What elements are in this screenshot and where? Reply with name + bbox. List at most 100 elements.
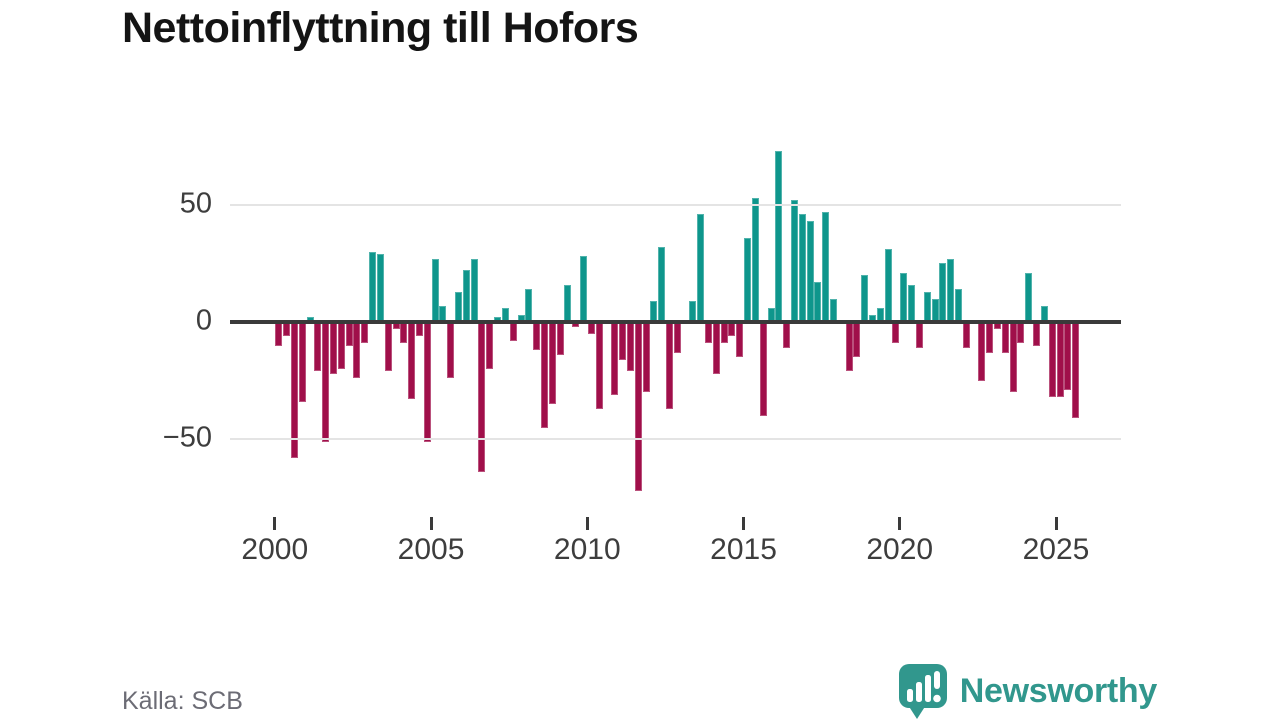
- bar-2020-q4: [923, 291, 931, 322]
- bar-2007-q3: [509, 322, 517, 341]
- bar-2023-q1: [994, 322, 1001, 329]
- bar-2004-q3: [415, 322, 423, 337]
- source-label: Källa: SCB: [122, 687, 243, 715]
- bar-2000-q2: [283, 322, 291, 337]
- bar-2014-q3: [728, 322, 736, 337]
- bar-2016-q1: [775, 150, 783, 322]
- bar-2016-q3: [790, 200, 798, 322]
- bar-2010-q4: [611, 322, 619, 395]
- bar-2010-q1: [587, 322, 595, 334]
- bar-2004-q2: [408, 322, 416, 400]
- bar-2022-q4: [986, 322, 994, 353]
- bar-2019-q1: [869, 315, 876, 322]
- bar-2005-q2: [439, 305, 447, 322]
- bar-2021-q1: [931, 298, 939, 323]
- bar-2000-q4: [298, 322, 306, 402]
- x-axis-tick-2025: [1054, 517, 1058, 530]
- bar-2005-q1: [431, 258, 439, 322]
- bar-2021-q3: [947, 258, 955, 322]
- bar-2000-q1: [275, 322, 283, 346]
- bar-2024-q2: [1033, 322, 1041, 346]
- bar-2003-q1: [369, 251, 376, 322]
- bar-2001-q1: [306, 317, 314, 322]
- bar-2016-q2: [783, 322, 791, 348]
- bar-2009-q3: [572, 322, 580, 327]
- zero-axis-line: [230, 320, 1121, 324]
- bar-2011-q3: [634, 322, 642, 491]
- x-axis-tick-2005: [429, 517, 433, 530]
- x-axis-tick-2010: [585, 517, 589, 530]
- bar-2008-q2: [533, 322, 541, 351]
- bar-2024-q4: [1048, 322, 1056, 397]
- bar-2000-q3: [290, 322, 298, 458]
- bar-2018-q2: [845, 322, 853, 372]
- bar-2006-q1: [462, 270, 470, 322]
- bar-2001-q2: [314, 322, 322, 372]
- bar-2006-q3: [478, 322, 486, 473]
- bar-2004-q1: [400, 322, 408, 344]
- x-axis-label-2005: 2005: [397, 533, 465, 566]
- bar-2010-q2: [595, 322, 603, 409]
- bar-2008-q3: [540, 322, 548, 428]
- bar-2013-q4: [705, 322, 712, 344]
- bar-2015-q2: [751, 197, 759, 322]
- x-axis-tick-2015: [742, 517, 746, 530]
- bar-2002-q3: [353, 322, 361, 379]
- bar-2014-q2: [720, 322, 728, 344]
- x-axis-tick-2000: [273, 517, 277, 530]
- bar-2018-q4: [861, 275, 869, 322]
- bar-2009-q1: [556, 322, 564, 355]
- bar-2017-q3: [822, 211, 830, 322]
- bar-2007-q2: [501, 307, 509, 322]
- gridline-y--50: [230, 438, 1121, 441]
- bar-2011-q1: [619, 322, 626, 360]
- x-axis-label-2025: 2025: [1022, 533, 1090, 566]
- bar-2018-q3: [853, 322, 861, 358]
- newsworthy-logo-text: Newsworthy: [959, 671, 1158, 710]
- y-axis-label-50: 50: [179, 187, 212, 220]
- bar-2011-q2: [626, 322, 634, 372]
- gridline-y-50: [230, 203, 1121, 206]
- bar-2014-q4: [736, 322, 744, 358]
- bar-2017-q4: [830, 298, 837, 323]
- bar-2024-q3: [1040, 305, 1048, 322]
- bar-2007-q1: [494, 317, 501, 322]
- bar-2020-q3: [915, 322, 923, 348]
- bar-2003-q4: [392, 322, 400, 329]
- bar-2021-q2: [939, 263, 947, 322]
- bar-2021-q4: [954, 289, 962, 322]
- bar-2003-q2: [376, 254, 384, 322]
- bar-2022-q3: [978, 322, 986, 381]
- bar-2002-q1: [337, 322, 345, 369]
- bar-2008-q1: [525, 289, 533, 322]
- bar-2011-q4: [642, 322, 650, 393]
- bar-2015-q4: [767, 307, 775, 322]
- bar-2004-q4: [423, 322, 431, 442]
- bar-2012-q3: [665, 322, 673, 409]
- y-axis-label-0: 0: [195, 304, 212, 337]
- x-axis-label-2010: 2010: [553, 533, 621, 566]
- bar-2017-q1: [806, 221, 814, 322]
- x-axis-label-2015: 2015: [710, 533, 777, 566]
- bar-2006-q4: [486, 322, 494, 369]
- x-axis-tick-2020: [898, 517, 902, 530]
- bar-2025-q2: [1064, 322, 1072, 390]
- bar-2012-q1: [650, 300, 658, 322]
- bar-2023-q2: [1001, 322, 1009, 353]
- bar-2019-q2: [876, 307, 884, 322]
- bar-2020-q1: [900, 272, 908, 322]
- bar-2009-q2: [564, 284, 572, 322]
- bar-2014-q1: [712, 322, 720, 374]
- bar-2013-q3: [697, 214, 705, 322]
- bar-2019-q3: [884, 249, 892, 322]
- newsworthy-speech-bubble-chart-icon: [898, 664, 947, 719]
- bar-2007-q4: [517, 315, 525, 322]
- chart-title: Nettoinflyttning till Hofors: [122, 4, 639, 52]
- bar-2023-q3: [1009, 322, 1017, 393]
- bar-2006-q2: [470, 258, 478, 322]
- bar-2002-q4: [361, 322, 369, 344]
- bar-2005-q3: [447, 322, 455, 379]
- bar-2012-q4: [673, 322, 681, 353]
- bar-2024-q1: [1025, 272, 1033, 322]
